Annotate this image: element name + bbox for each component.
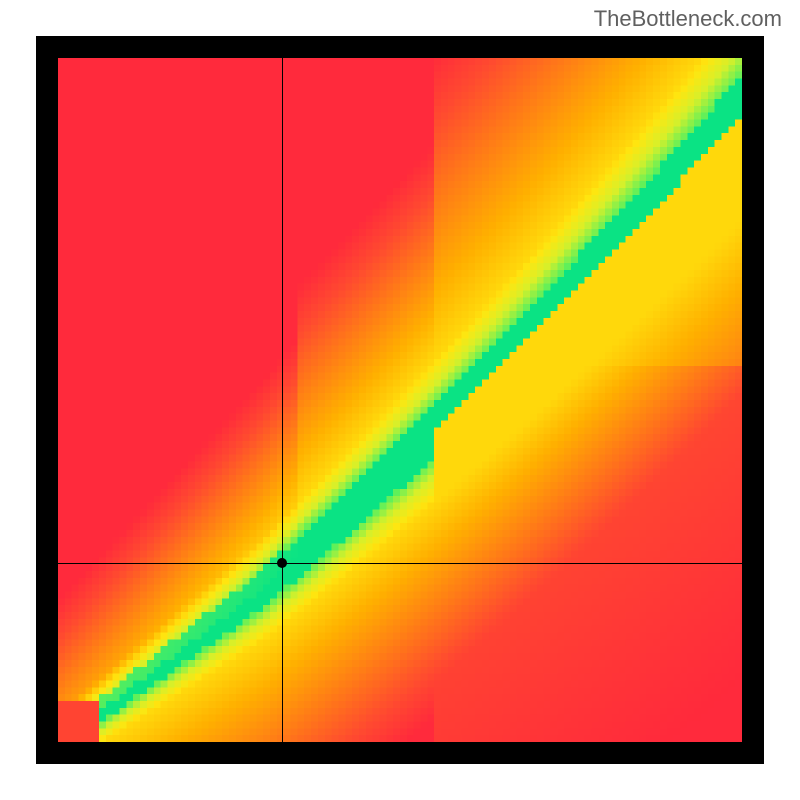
chart-container: TheBottleneck.com: [0, 0, 800, 800]
watermark-text: TheBottleneck.com: [594, 6, 782, 32]
heatmap-canvas: [58, 58, 742, 742]
plot-inner: [58, 58, 742, 742]
crosshair-horizontal: [58, 563, 742, 564]
crosshair-vertical: [282, 58, 283, 742]
crosshair-dot: [276, 557, 288, 569]
